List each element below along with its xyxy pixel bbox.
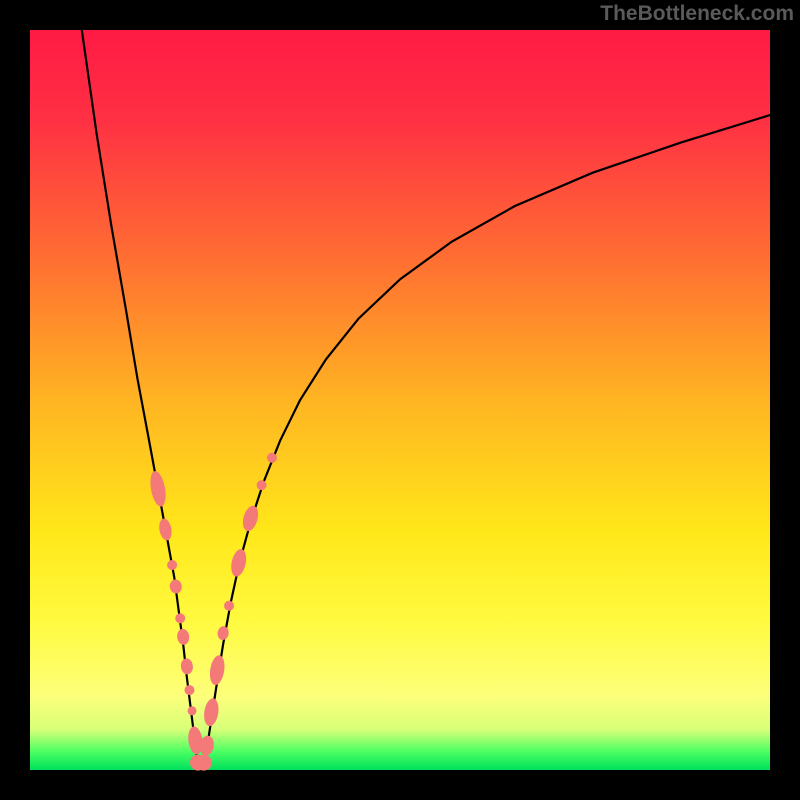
chart-canvas: TheBottleneck.com (0, 0, 800, 800)
chart-svg (0, 0, 800, 800)
watermark-text: TheBottleneck.com (600, 2, 794, 26)
